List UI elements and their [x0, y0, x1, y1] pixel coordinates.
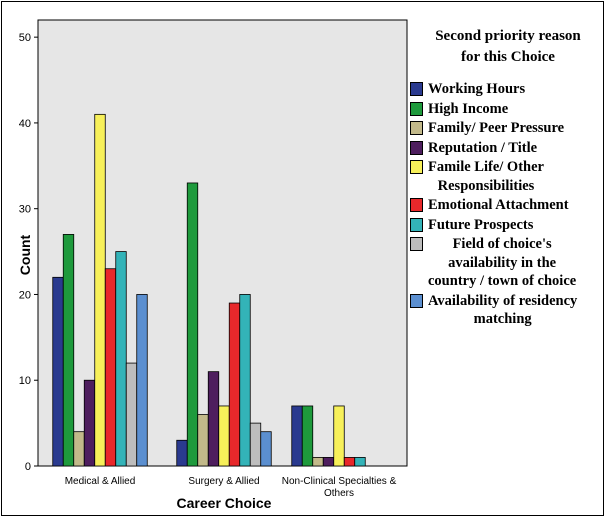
- bar: [228, 302, 241, 467]
- y-axis: 0 10 20 30 40 50: [19, 32, 38, 473]
- bar: [62, 234, 75, 467]
- legend-swatch: [410, 101, 423, 116]
- bar: [73, 431, 85, 467]
- bar: [343, 457, 356, 467]
- legend-label: Working Hours: [428, 81, 526, 97]
- legend-item: Working Hours: [410, 80, 606, 99]
- bar: [249, 422, 262, 467]
- legend-item: Famile Life/ Other Responsibilities: [410, 158, 606, 195]
- legend-label: Future Prospects: [428, 216, 534, 233]
- legend-swatch: [410, 293, 423, 308]
- legend-items: Working Hours High Income Family/ Peer Pre…: [410, 80, 606, 329]
- legend: Second priority reason for this Choice W…: [410, 26, 606, 330]
- x-tick-label: Others: [324, 488, 354, 499]
- x-tick-label: Non-Clinical Specialties &: [282, 476, 397, 487]
- y-tick-label: 20: [19, 289, 31, 301]
- legend-item: Reputation / Title: [410, 139, 606, 158]
- legend-item: High Income: [410, 100, 606, 119]
- bar: [239, 294, 251, 467]
- bar: [94, 113, 106, 467]
- bar: [301, 405, 314, 467]
- bar: [83, 379, 96, 467]
- bar: [333, 405, 345, 467]
- y-tick-label: 40: [19, 118, 31, 130]
- legend-title: Second priority reason for this Choice: [435, 28, 581, 65]
- x-tick-label: Medical & Allied: [65, 476, 136, 487]
- legend-swatch: [410, 140, 423, 155]
- legend-swatch: [410, 198, 423, 212]
- bar: [136, 294, 148, 467]
- legend-item: Family/ Peer Pressure: [410, 119, 606, 138]
- bar: [104, 268, 117, 467]
- legend-swatch: [410, 217, 423, 232]
- legend-item: Field of choice's availability in the co…: [410, 235, 606, 291]
- bar: [125, 362, 138, 467]
- bar: [52, 276, 64, 467]
- y-tick-label: 30: [19, 204, 31, 216]
- bar: [207, 371, 220, 467]
- legend-swatch: [410, 237, 423, 251]
- x-axis-title: Career Choice: [177, 495, 272, 511]
- bar: [218, 405, 230, 467]
- bar: [291, 405, 303, 467]
- legend-label: Field of choice's availability in the co…: [428, 236, 577, 289]
- legend-swatch: [410, 160, 423, 174]
- bar: [312, 457, 324, 467]
- bar: [186, 182, 199, 467]
- legend-label: Famile Life/ Other Responsibilities: [428, 159, 544, 194]
- legend-swatch: [410, 121, 423, 135]
- bar: [197, 414, 209, 467]
- bar: [115, 251, 127, 467]
- y-tick-label: 10: [19, 375, 31, 387]
- legend-item: Future Prospects: [410, 216, 606, 235]
- y-axis-title: Count: [17, 234, 33, 275]
- bar: [176, 439, 188, 467]
- y-tick-label: 0: [25, 461, 31, 473]
- legend-item: Availability of residency matching: [410, 292, 606, 329]
- y-tick-label: 50: [19, 32, 31, 44]
- legend-label: Reputation / Title: [428, 139, 538, 156]
- x-axis: Medical & Allied Surgery & Allied Non-Clin…: [65, 476, 397, 499]
- legend-swatch: [410, 82, 423, 96]
- bar: [354, 457, 366, 467]
- legend-label: Availability of residency matching: [428, 292, 578, 328]
- bar: [322, 457, 335, 467]
- x-tick-label: Surgery & Allied: [188, 476, 259, 487]
- bar: [260, 431, 272, 467]
- legend-label: High Income: [428, 100, 509, 117]
- bars-group: [52, 113, 366, 467]
- legend-label: Emotional Attachment: [428, 197, 569, 213]
- legend-item: Emotional Attachment: [410, 196, 606, 215]
- legend-label: Family/ Peer Pressure: [428, 120, 565, 136]
